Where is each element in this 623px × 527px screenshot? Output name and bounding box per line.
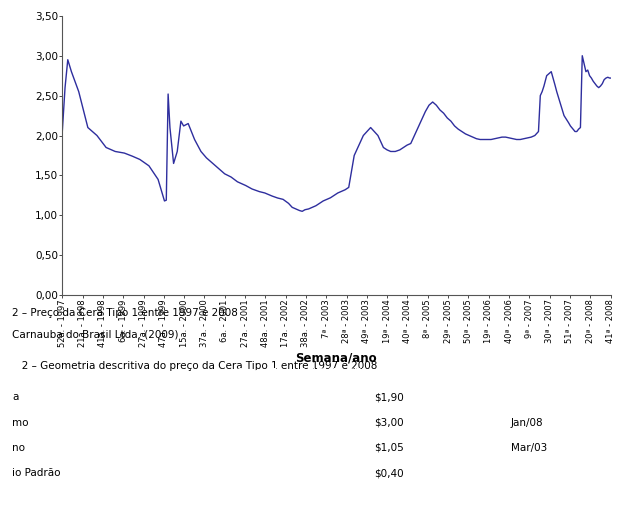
Text: no: no bbox=[12, 443, 26, 453]
Text: Jan/08: Jan/08 bbox=[511, 418, 543, 427]
Text: io Padrão: io Padrão bbox=[12, 469, 61, 478]
Text: $0,40: $0,40 bbox=[374, 469, 404, 478]
Text: 2 – Geometria descritiva do preço da Cera Tipo 1 entre 1997 e 2008: 2 – Geometria descritiva do preço da Cer… bbox=[12, 361, 378, 371]
Text: Carnauba do Brasil Ltda. (2009): Carnauba do Brasil Ltda. (2009) bbox=[12, 329, 179, 339]
Text: Mar/03: Mar/03 bbox=[511, 443, 547, 453]
Text: a: a bbox=[12, 393, 19, 402]
X-axis label: Semana/ano: Semana/ano bbox=[295, 351, 378, 364]
Text: $3,00: $3,00 bbox=[374, 418, 404, 427]
Text: mo: mo bbox=[12, 418, 29, 427]
Text: Cera Tipo 1 (Dólar/libra): Cera Tipo 1 (Dólar/libra) bbox=[236, 368, 387, 378]
Text: 2 – Preço da Cera Tipo 1 entre 1997 e 2008: 2 – Preço da Cera Tipo 1 entre 1997 e 20… bbox=[12, 308, 239, 318]
Text: $1,05: $1,05 bbox=[374, 443, 404, 453]
Text: $1,90: $1,90 bbox=[374, 393, 404, 402]
